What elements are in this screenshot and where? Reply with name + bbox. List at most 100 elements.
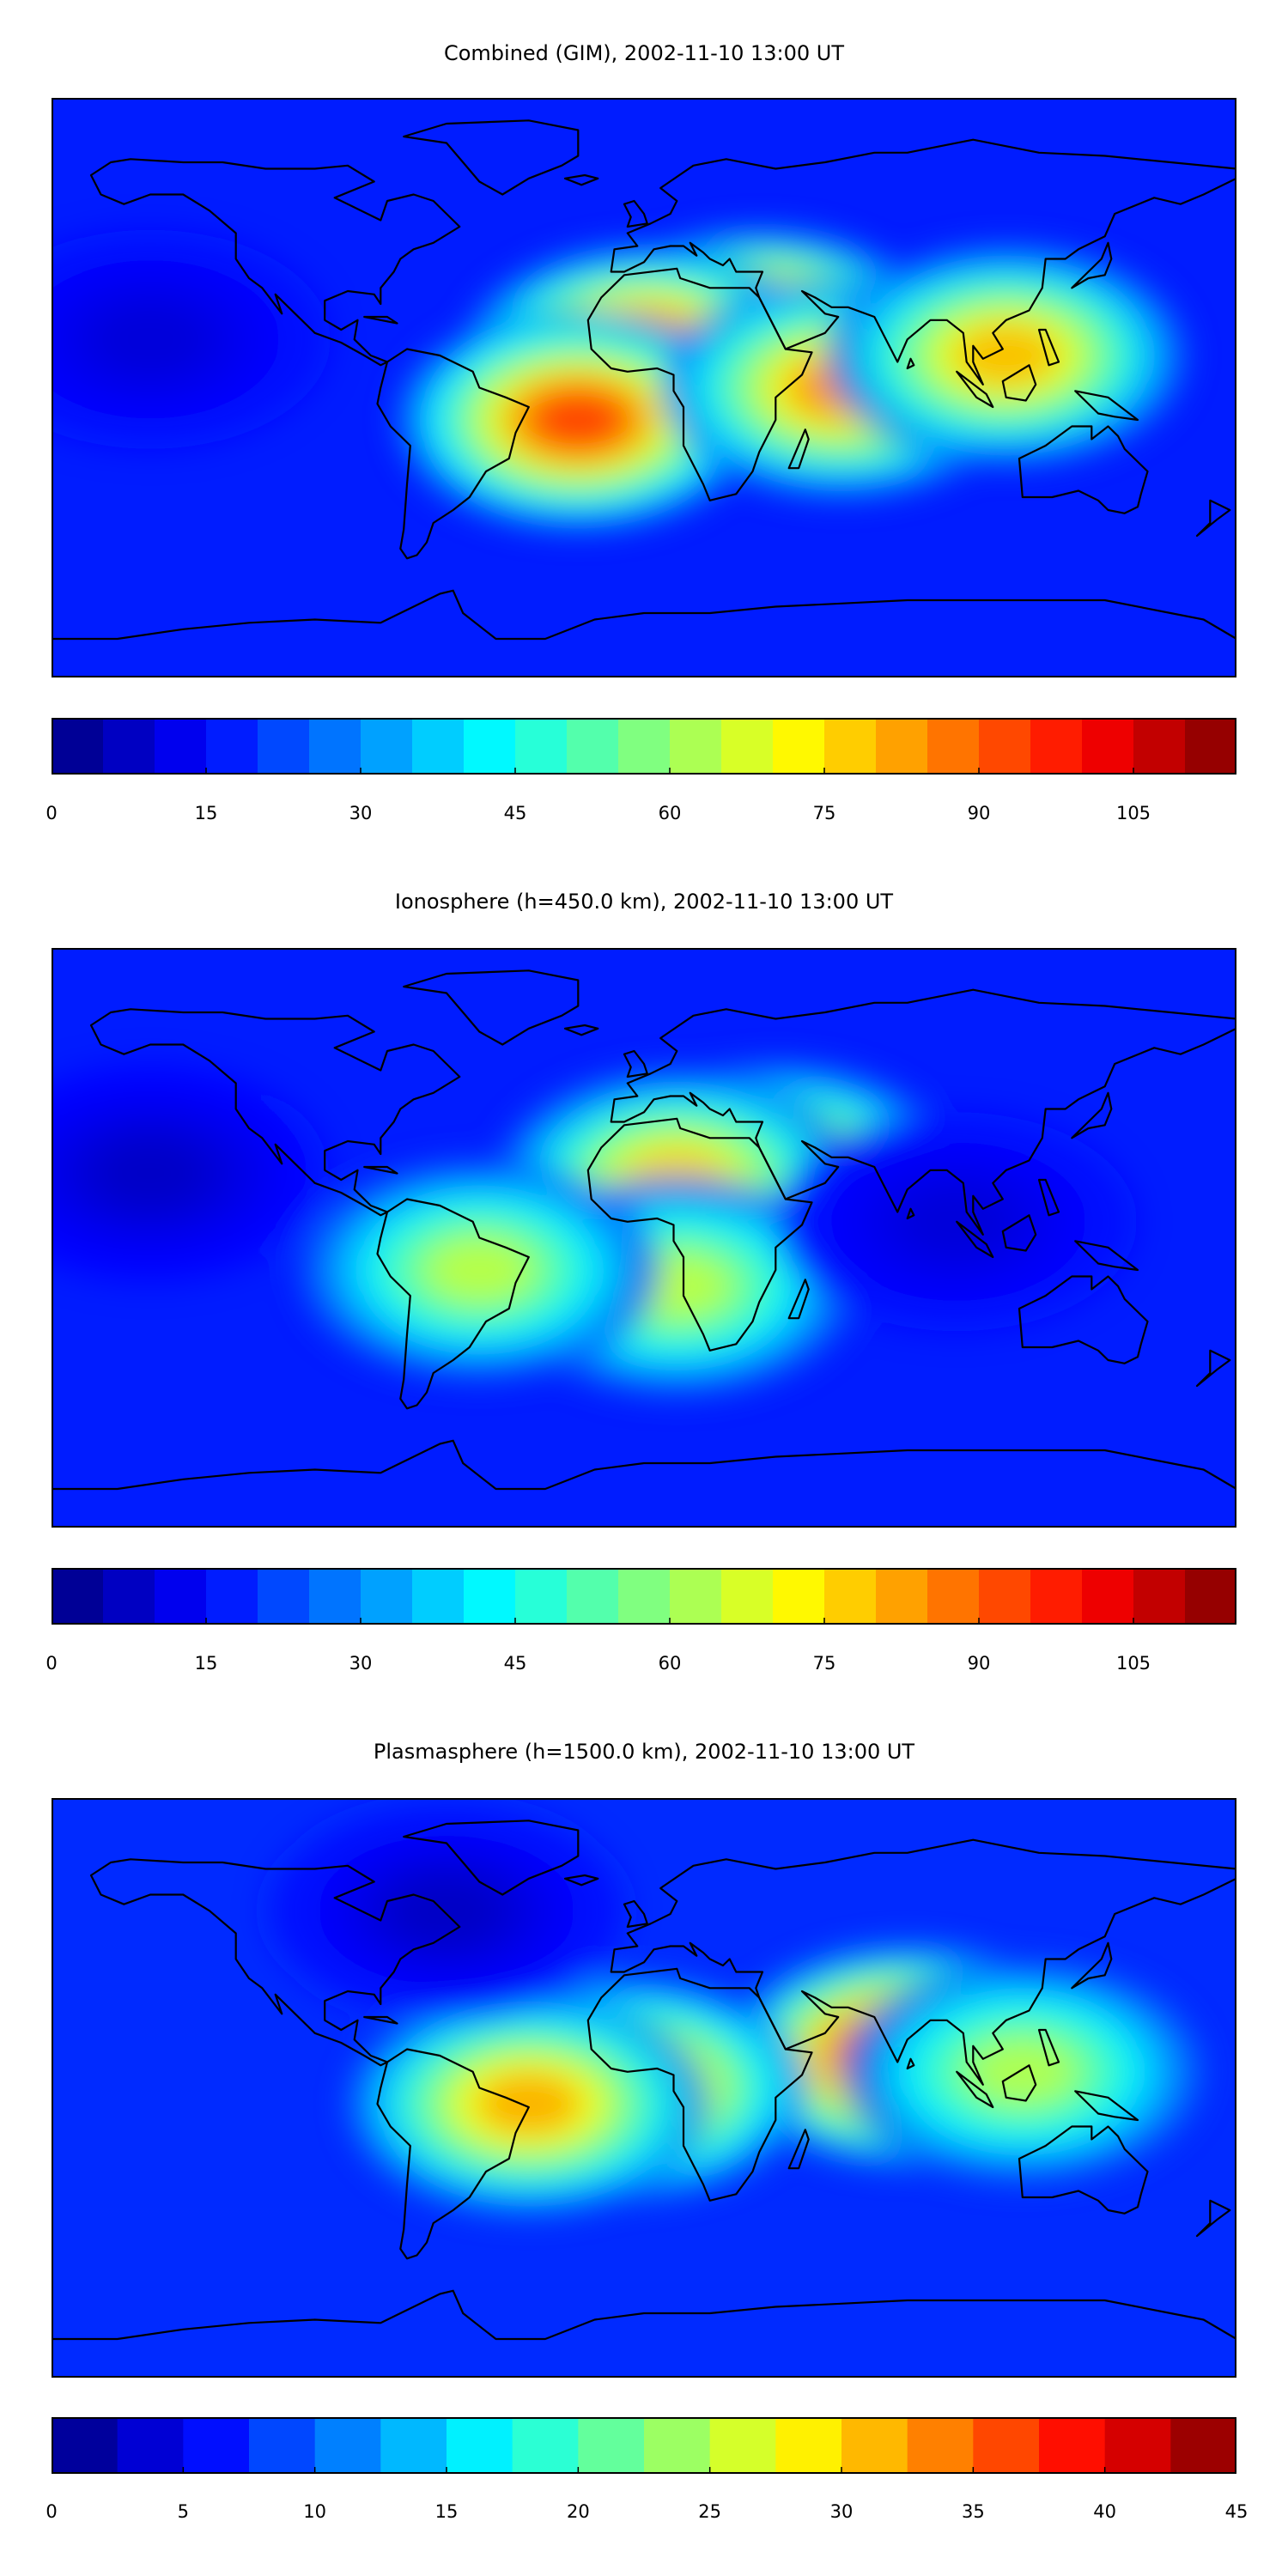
colorbar-tick: 15 [194, 803, 218, 823]
colorbar-level [841, 2417, 908, 2474]
colorbar [52, 718, 1236, 775]
coastline-north-america [89, 158, 461, 367]
colorbar-level [52, 2417, 118, 2474]
coastline-philippines [1037, 328, 1060, 367]
colorbar-frame [52, 2417, 1236, 2474]
coastline-antarctica [52, 2289, 1236, 2378]
colorbar-tick: 30 [349, 803, 373, 823]
colorbar-level [775, 2417, 842, 2474]
coastline-borneo [1001, 364, 1037, 402]
colorbar-tick: 45 [503, 1653, 527, 1674]
colorbar-level [876, 1568, 928, 1625]
coastline-sumatra [956, 2070, 994, 2109]
tec-contour-northern-trough [395, 1879, 498, 1942]
colorbar-level [447, 2417, 513, 2474]
map-svg [52, 1798, 1236, 2378]
colorbar-level [824, 1568, 877, 1625]
coastline-japan [1071, 1941, 1113, 1990]
colorbar-level [1039, 2417, 1106, 2474]
coastline-africa [586, 1117, 813, 1352]
coastline-sri-lanka [906, 1207, 915, 1220]
colorbar-level [1185, 718, 1236, 775]
coastline-new-guinea [1074, 2090, 1139, 2122]
colorbar-level [1082, 718, 1134, 775]
tec-map [52, 1798, 1236, 2378]
tec-contour-maritime-continent-band [970, 2040, 1074, 2104]
colorbar-level [1170, 2417, 1236, 2474]
coastline-greenland [403, 969, 580, 1046]
colorbar-level [907, 2417, 974, 2474]
colorbar-level [618, 718, 671, 775]
tec-contour-south-atlantic-crest [526, 388, 630, 452]
coastline-cuba [363, 315, 398, 325]
colorbar-tick: 0 [46, 1653, 58, 1674]
colorbar-tick: 20 [566, 2501, 590, 2522]
coastline-eurasia [610, 138, 1236, 386]
coastline-great-britain [623, 199, 648, 228]
coastline-africa [586, 267, 813, 501]
colorbar-tick: 105 [1115, 1653, 1151, 1674]
colorbar-level [670, 1568, 722, 1625]
colorbar-level [103, 1568, 155, 1625]
colorbar-level [412, 718, 465, 775]
colorbar-tick: 30 [829, 2501, 854, 2522]
colorbar-level [515, 1568, 568, 1625]
colorbar-svg [52, 2417, 1236, 2474]
colorbar [52, 1568, 1236, 1625]
colorbar-level [1133, 718, 1186, 775]
colorbar-ticks: 0 15 30 45 60 75 90 105 [46, 1653, 1236, 1679]
coastline-south-america [376, 1198, 530, 1410]
colorbar-level [258, 1568, 310, 1625]
colorbar-level [309, 1568, 361, 1625]
tec-contour-pacific-night-trough [99, 1142, 202, 1205]
chart-title: Plasmasphere (h=1500.0 km), 2002-11-10 1… [373, 1740, 915, 1764]
colorbar-level [709, 2417, 776, 2474]
colorbar-level [412, 1568, 465, 1625]
colorbar-tick: 15 [194, 1653, 218, 1674]
colorbar-level [973, 2417, 1040, 2474]
colorbar-level [380, 2417, 447, 2474]
map-svg [52, 98, 1236, 677]
colorbar-level [644, 2417, 711, 2474]
coastline-iceland [563, 1024, 599, 1036]
coastline-antarctica [52, 1439, 1236, 1528]
colorbar-level [1104, 2417, 1171, 2474]
coastline-new-guinea [1074, 1240, 1139, 1272]
coastline-new-zealand [1195, 499, 1231, 538]
colorbar [52, 2417, 1236, 2474]
colorbar-level [1185, 1568, 1236, 1625]
coastline-japan [1071, 1091, 1113, 1139]
colorbar-level [52, 718, 104, 775]
colorbar-ticks: 0 15 30 45 60 75 90 105 [46, 803, 1236, 829]
colorbar-level [464, 718, 516, 775]
colorbar-ticks: 0 5 10 15 20 25 30 35 40 45 [46, 2501, 1248, 2527]
tec-contour-pacific-night-trough [99, 307, 202, 371]
coastline-greenland [403, 1820, 580, 1896]
colorbar-level [512, 2417, 579, 2474]
coastline-sri-lanka [906, 357, 915, 370]
colorbar-tick: 25 [698, 2501, 722, 2522]
colorbar-level [567, 718, 619, 775]
colorbar-level [361, 718, 413, 775]
colorbar-tick: 5 [177, 2501, 190, 2522]
colorbar-tick: 10 [303, 2501, 327, 2522]
coastline-australia [1018, 1275, 1149, 1364]
colorbar-tick: 15 [434, 2501, 459, 2522]
tec-contour-south-atlantic-peak [477, 2072, 580, 2136]
coastline-australia [1018, 425, 1149, 514]
colorbar-level [183, 2417, 250, 2474]
colorbar-level [155, 718, 207, 775]
colorbar-level [824, 718, 877, 775]
chart-title: Combined (GIM), 2002-11-10 13:00 UT [443, 41, 845, 65]
coastline-africa [586, 1967, 813, 2202]
colorbar-level [249, 2417, 316, 2474]
colorbar-level [773, 1568, 825, 1625]
map-frame [52, 948, 1236, 1528]
colorbar-level [1030, 1568, 1083, 1625]
colorbar-level [876, 718, 928, 775]
colorbar-level [206, 1568, 258, 1625]
coastline-australia [1018, 2125, 1149, 2215]
coastline-sri-lanka [906, 2057, 915, 2070]
coastline-madagascar [787, 1279, 810, 1320]
coastline-borneo [1001, 2064, 1037, 2102]
